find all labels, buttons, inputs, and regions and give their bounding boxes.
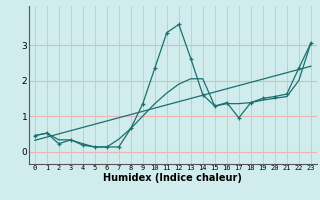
X-axis label: Humidex (Indice chaleur): Humidex (Indice chaleur) bbox=[103, 173, 242, 183]
